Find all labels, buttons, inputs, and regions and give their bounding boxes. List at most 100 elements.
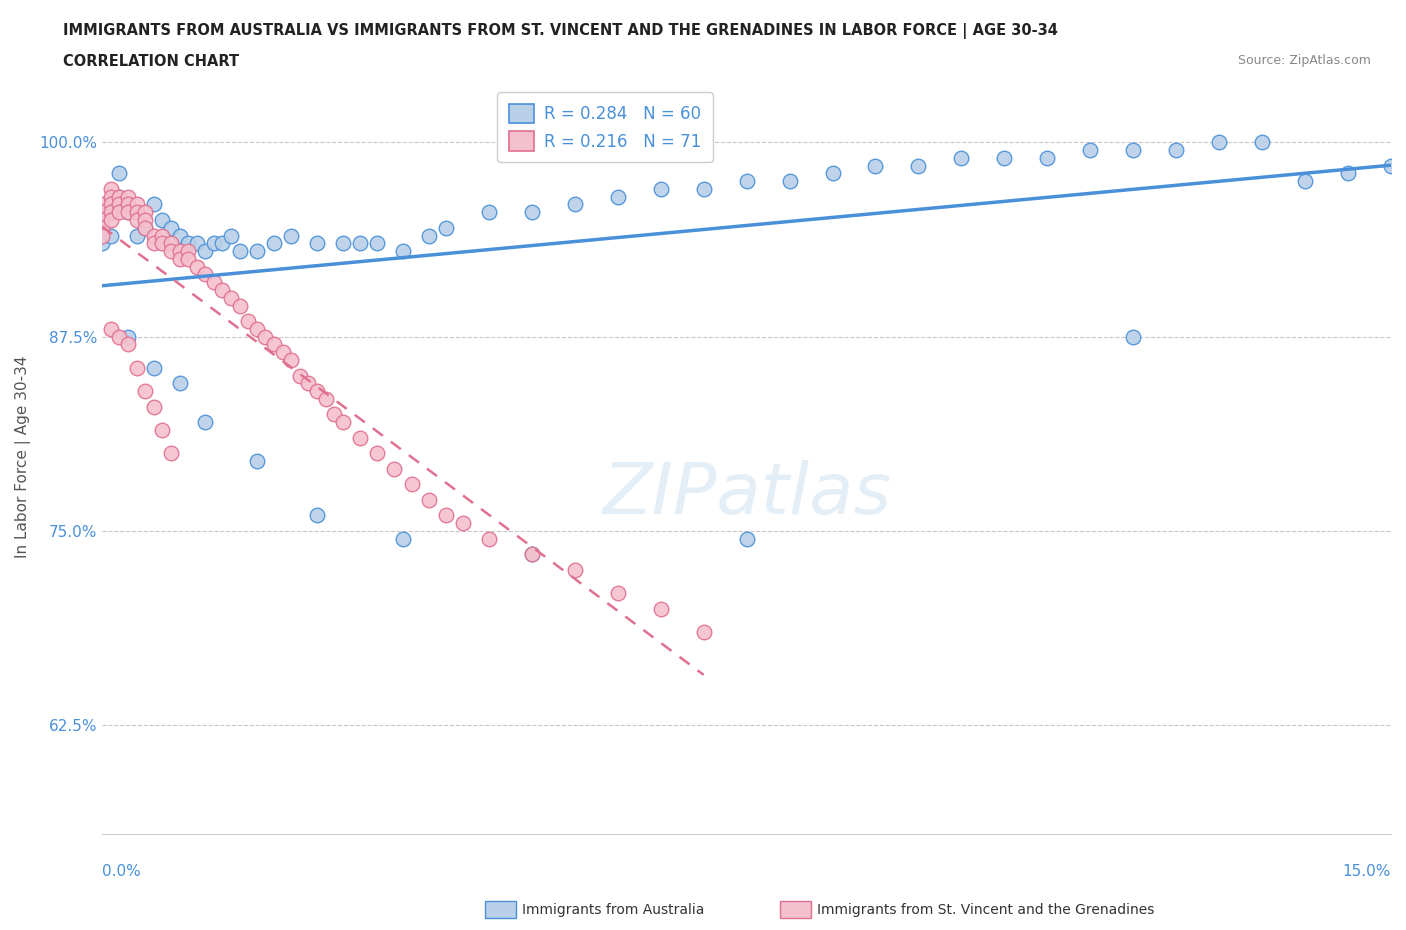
Point xyxy=(520,547,543,562)
Point xyxy=(219,290,242,305)
Point xyxy=(91,236,114,251)
Point xyxy=(194,244,217,259)
Point xyxy=(169,244,191,259)
Point xyxy=(134,213,156,228)
Point xyxy=(950,151,973,166)
Point xyxy=(418,493,440,508)
Text: Source: ZipAtlas.com: Source: ZipAtlas.com xyxy=(1237,54,1371,67)
Text: Immigrants from St. Vincent and the Grenadines: Immigrants from St. Vincent and the Gren… xyxy=(817,902,1154,917)
Point xyxy=(150,213,173,228)
Point xyxy=(238,313,260,328)
Point xyxy=(150,228,173,243)
Point xyxy=(160,236,183,251)
Point xyxy=(219,228,242,243)
Point xyxy=(134,205,156,219)
Point xyxy=(100,228,122,243)
Point xyxy=(280,352,302,367)
Point xyxy=(254,329,277,344)
Point xyxy=(907,158,929,173)
Point xyxy=(349,236,371,251)
Point xyxy=(186,259,208,274)
Point xyxy=(323,407,346,422)
Point xyxy=(366,236,388,251)
Point xyxy=(177,251,200,266)
Point xyxy=(246,244,269,259)
Point xyxy=(117,337,139,352)
Text: 0.0%: 0.0% xyxy=(103,864,141,880)
Point xyxy=(125,205,148,219)
Point xyxy=(100,213,122,228)
Point xyxy=(1208,135,1230,150)
Point xyxy=(478,531,501,546)
Point xyxy=(263,236,285,251)
Text: ZIPatlas: ZIPatlas xyxy=(602,460,891,529)
Point xyxy=(564,563,586,578)
Point xyxy=(125,197,148,212)
Point xyxy=(1166,142,1188,157)
Point xyxy=(117,197,139,212)
Point xyxy=(91,213,114,228)
Point xyxy=(117,205,139,219)
Point xyxy=(434,220,457,235)
Point xyxy=(564,197,586,212)
Point xyxy=(401,477,423,492)
Point xyxy=(735,531,758,546)
Point xyxy=(315,392,337,406)
Point xyxy=(194,267,217,282)
Point xyxy=(1122,329,1144,344)
Point xyxy=(228,299,250,313)
Point xyxy=(821,166,844,180)
Point xyxy=(100,197,122,212)
Point xyxy=(305,383,328,398)
Point xyxy=(520,205,543,219)
Point xyxy=(108,205,131,219)
Legend: R = 0.284   N = 60, R = 0.216   N = 71: R = 0.284 N = 60, R = 0.216 N = 71 xyxy=(498,92,713,163)
Point xyxy=(100,190,122,205)
Point xyxy=(246,322,269,337)
Point xyxy=(108,190,131,205)
Point xyxy=(434,508,457,523)
Point xyxy=(108,190,131,205)
Point xyxy=(606,190,628,205)
Point xyxy=(382,461,405,476)
Point xyxy=(332,415,354,430)
Text: 15.0%: 15.0% xyxy=(1343,864,1391,880)
Point xyxy=(692,625,714,640)
Point xyxy=(211,236,233,251)
Point xyxy=(177,244,200,259)
Point xyxy=(125,360,148,375)
Point xyxy=(194,415,217,430)
Point xyxy=(1379,158,1402,173)
Point xyxy=(125,213,148,228)
Point xyxy=(650,602,672,617)
Point xyxy=(134,220,156,235)
Point xyxy=(392,531,415,546)
Point xyxy=(288,368,311,383)
Point xyxy=(150,236,173,251)
Point xyxy=(160,445,183,460)
Point xyxy=(735,174,758,189)
Point xyxy=(100,322,122,337)
Point xyxy=(186,236,208,251)
Point xyxy=(297,376,319,391)
Point xyxy=(271,345,294,360)
Point xyxy=(650,181,672,196)
Text: IMMIGRANTS FROM AUSTRALIA VS IMMIGRANTS FROM ST. VINCENT AND THE GRENADINES IN L: IMMIGRANTS FROM AUSTRALIA VS IMMIGRANTS … xyxy=(63,23,1059,39)
Point xyxy=(142,197,165,212)
Point xyxy=(142,399,165,414)
Point xyxy=(418,228,440,243)
Point xyxy=(1337,166,1360,180)
Point xyxy=(1251,135,1274,150)
Point xyxy=(1036,151,1059,166)
Point xyxy=(202,236,225,251)
Point xyxy=(349,431,371,445)
Point xyxy=(108,197,131,212)
Point xyxy=(280,228,302,243)
Point xyxy=(606,586,628,601)
Point xyxy=(366,445,388,460)
Point xyxy=(211,283,233,298)
Point xyxy=(108,329,131,344)
Point xyxy=(1078,142,1101,157)
Point xyxy=(169,251,191,266)
Point xyxy=(177,236,200,251)
